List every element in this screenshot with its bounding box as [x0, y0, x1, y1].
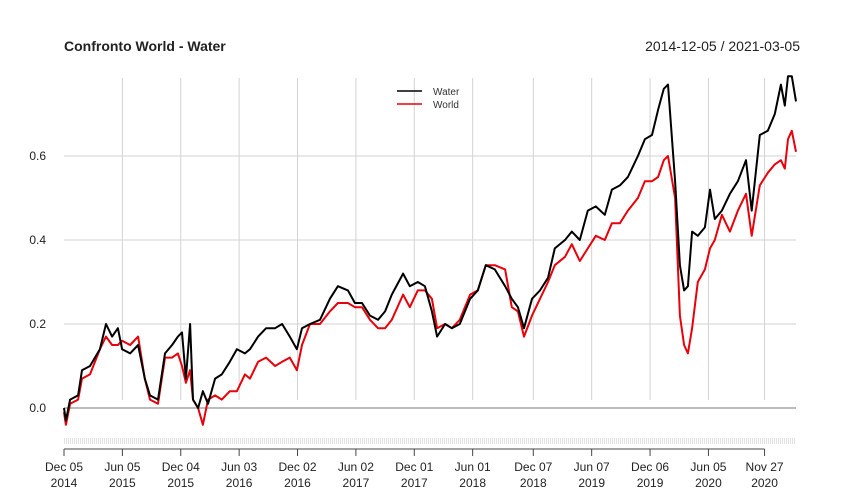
grid	[64, 78, 796, 409]
y-tick-label: 0.2	[29, 317, 46, 331]
x-tick-label: Dec 05	[45, 460, 83, 474]
x-tick-label-year: 2020	[751, 476, 778, 490]
chart-title: Confronto World - Water	[64, 38, 226, 54]
x-tick-label-year: 2017	[401, 476, 428, 490]
series-lines	[63, 75, 797, 426]
y-tick-label: 0.4	[29, 233, 46, 247]
x-tick-label: Jun 03	[221, 460, 257, 474]
x-tick-label: Dec 01	[395, 460, 433, 474]
x-tick-label-year: 2019	[578, 476, 605, 490]
x-tick-label-year: 2018	[459, 476, 486, 490]
series-line-world	[63, 129, 797, 426]
date-range-label: 2014-12-05 / 2021-03-05	[645, 38, 800, 54]
x-axis: Dec 05 2014 Jun 05 2015 Dec 04 2015 Jun 03 2016…	[45, 438, 796, 490]
x-tick-label-year: 2016	[284, 476, 311, 490]
x-tick-label: Jun 07	[574, 460, 610, 474]
x-tick-label: Jun 05	[690, 460, 726, 474]
x-tick-label-year: 2014	[51, 476, 78, 490]
legend: Water World	[397, 87, 460, 111]
x-tick-label-year: 2020	[695, 476, 722, 490]
y-tick-label: 0.0	[29, 401, 46, 415]
x-tick-label-year: 2019	[637, 476, 664, 490]
x-tick-label: Jun 05	[104, 460, 140, 474]
legend-label: Water	[433, 87, 460, 98]
x-tick-label-year: 2018	[520, 476, 547, 490]
y-tick-label: 0.6	[29, 149, 46, 163]
x-tick-label-year: 2016	[226, 476, 253, 490]
x-tick-label: Nov 27	[746, 460, 784, 474]
x-tick-label: Jun 01	[455, 460, 491, 474]
y-axis: 0.0 0.2 0.4 0.6	[29, 149, 46, 415]
x-tick-label: Dec 07	[514, 460, 552, 474]
x-tick-label: Dec 04	[162, 460, 200, 474]
x-tick-label-year: 2015	[109, 476, 136, 490]
legend-label: World	[433, 100, 459, 111]
x-tick-label: Jun 02	[338, 460, 374, 474]
series-line-water	[63, 75, 797, 422]
x-tick-label: Dec 06	[631, 460, 669, 474]
x-tick-label: Dec 02	[279, 460, 317, 474]
x-tick-label-year: 2017	[343, 476, 370, 490]
x-tick-label-year: 2015	[167, 476, 194, 490]
